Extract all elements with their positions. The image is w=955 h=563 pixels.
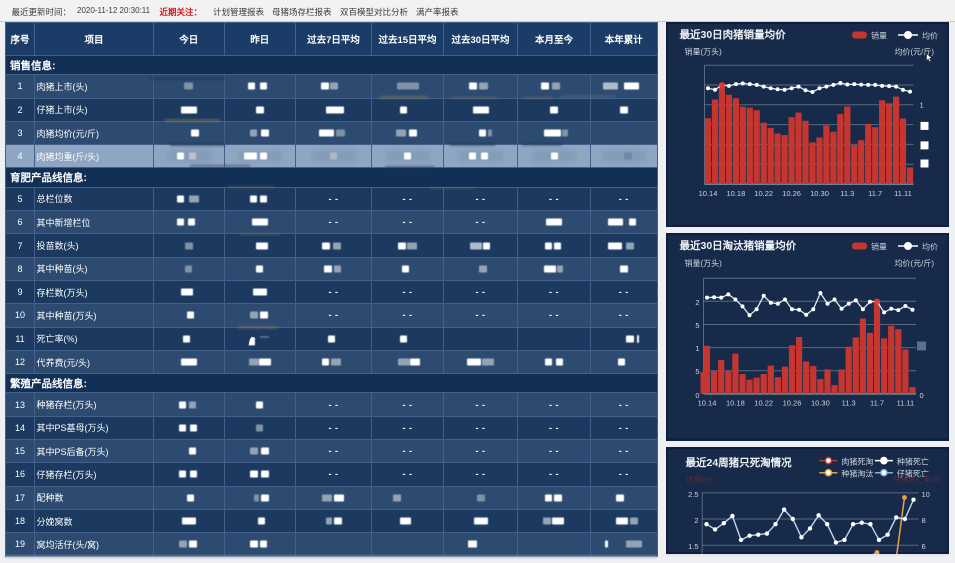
svg-text:10.30: 10.30 bbox=[810, 189, 829, 198]
svg-text:0: 0 bbox=[695, 391, 699, 400]
svg-text:2: 2 bbox=[694, 516, 698, 525]
svg-text:均价: 均价 bbox=[922, 30, 938, 40]
svg-text:最近30日淘汰猪销量均价: 最近30日淘汰猪销量均价 bbox=[679, 239, 796, 252]
svg-text:1: 1 bbox=[695, 344, 699, 353]
svg-text:最近24周猪只死淘情况: 最近24周猪只死淘情况 bbox=[685, 456, 792, 469]
svg-text:1: 1 bbox=[919, 100, 923, 109]
svg-text:11.7: 11.7 bbox=[869, 399, 883, 408]
svg-text:10.30: 10.30 bbox=[811, 399, 830, 408]
svg-text:11.11: 11.11 bbox=[894, 189, 912, 198]
svg-text:均价: 均价 bbox=[922, 242, 938, 252]
svg-text:10.22: 10.22 bbox=[754, 189, 773, 198]
svg-text:11.7: 11.7 bbox=[868, 189, 882, 198]
svg-text:仔猪死亡: 仔猪死亡 bbox=[896, 468, 928, 478]
svg-text:肉猪死淘: 肉猪死淘 bbox=[841, 456, 873, 466]
svg-text:10.14: 10.14 bbox=[697, 399, 716, 408]
svg-text:销量(万头): 销量(万头) bbox=[684, 258, 722, 268]
svg-text:销量: 销量 bbox=[871, 30, 887, 40]
svg-text:比例(%): 比例(%) bbox=[686, 474, 713, 484]
svg-text:8: 8 bbox=[921, 516, 925, 525]
svg-text:10.26: 10.26 bbox=[782, 399, 801, 408]
svg-text:10.26: 10.26 bbox=[782, 189, 801, 198]
svg-text:均价(元/斤): 均价(元/斤) bbox=[894, 46, 934, 56]
svg-text:销量: 销量 bbox=[871, 242, 887, 252]
svg-text:10.18: 10.18 bbox=[726, 399, 745, 408]
svg-text:10: 10 bbox=[921, 490, 929, 499]
svg-text:2: 2 bbox=[695, 298, 699, 307]
svg-text:种猪死亡: 种猪死亡 bbox=[896, 456, 928, 466]
svg-text:种猪淘汰: 种猪淘汰 bbox=[841, 468, 873, 478]
svg-text:5: 5 bbox=[695, 321, 699, 330]
svg-text:11.3: 11.3 bbox=[840, 189, 854, 198]
svg-text:2.5: 2.5 bbox=[688, 490, 698, 499]
svg-text:6: 6 bbox=[921, 542, 925, 551]
svg-text:10.18: 10.18 bbox=[726, 189, 745, 198]
svg-text:最近30日肉猪销量均价: 最近30日肉猪销量均价 bbox=[679, 28, 786, 41]
svg-text:仔猪死亡率(%: 仔猪死亡率(% bbox=[893, 474, 940, 484]
svg-text:5: 5 bbox=[695, 367, 699, 376]
svg-text:10.22: 10.22 bbox=[754, 399, 773, 408]
svg-text:10.14: 10.14 bbox=[698, 189, 717, 198]
svg-text:11.3: 11.3 bbox=[841, 399, 855, 408]
svg-text:均价(元/斤): 均价(元/斤) bbox=[894, 258, 934, 268]
svg-text:销量(万头): 销量(万头) bbox=[684, 46, 722, 56]
svg-text:0: 0 bbox=[919, 391, 923, 400]
svg-text:11.11: 11.11 bbox=[896, 399, 914, 408]
svg-text:1.5: 1.5 bbox=[688, 542, 698, 551]
